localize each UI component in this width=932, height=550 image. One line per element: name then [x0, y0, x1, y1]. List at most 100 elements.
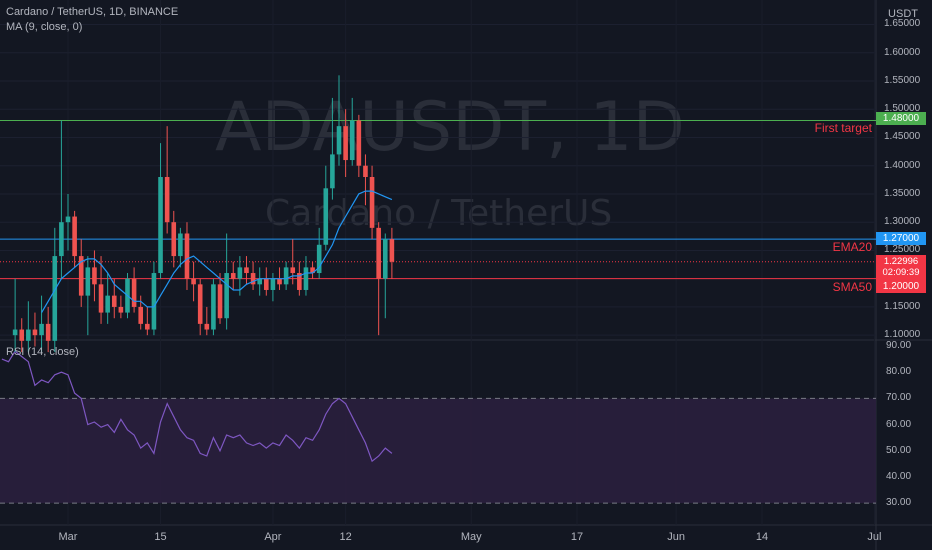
candle-body	[376, 227, 381, 279]
candle-body	[131, 278, 137, 307]
candle-body	[171, 222, 177, 257]
candle-body	[26, 329, 31, 341]
sma50-price-tag: 1.20000	[876, 280, 926, 293]
candle	[78, 239, 84, 307]
candle-body	[72, 216, 77, 257]
candle-body	[356, 120, 362, 166]
candle	[92, 250, 97, 302]
candle	[204, 306, 210, 336]
candle-body	[244, 267, 249, 274]
rsi-tick-label: 30.00	[886, 497, 912, 509]
candle	[164, 126, 170, 234]
candle	[145, 306, 150, 336]
candle	[224, 233, 229, 330]
candle-body	[303, 267, 309, 290]
candle-body	[336, 126, 342, 155]
candle-body	[204, 323, 210, 330]
candle	[303, 256, 309, 296]
ma-indicator-label[interactable]: MA (9, close, 0)	[6, 21, 83, 33]
candle-body	[323, 188, 329, 245]
candle	[26, 301, 31, 353]
time-tick-label: 12	[339, 531, 352, 543]
time-tick-label: Jul	[867, 531, 882, 543]
price-tick-label: 1.15000	[884, 300, 921, 312]
candle	[158, 143, 163, 279]
candle-body	[164, 177, 170, 223]
candle-body	[217, 284, 223, 319]
candle-body	[237, 267, 243, 279]
candle	[12, 278, 18, 353]
time-tick-label: 15	[154, 531, 167, 543]
candle	[244, 256, 249, 285]
candle	[118, 295, 124, 319]
price-tick-label: 1.30000	[884, 216, 921, 228]
candle-body	[98, 284, 104, 313]
candle-body	[211, 284, 216, 330]
candle-body	[59, 222, 64, 257]
candle-body	[270, 278, 276, 290]
candle-body	[39, 323, 44, 336]
rsi-band	[0, 398, 876, 504]
candle	[237, 256, 243, 296]
candle-body	[290, 267, 296, 274]
candle-body	[65, 216, 71, 223]
candle	[343, 109, 348, 177]
candle	[230, 261, 236, 290]
candle	[217, 273, 223, 324]
candle-body	[264, 278, 269, 290]
first-target-label: First target	[814, 121, 872, 135]
rsi-indicator-label[interactable]: RSI (14, close)	[6, 346, 79, 358]
candle-body	[118, 306, 124, 313]
price-tick-label: 1.25000	[884, 244, 921, 256]
candle	[310, 261, 315, 279]
candle	[330, 97, 335, 200]
candle	[45, 306, 51, 353]
candle	[72, 210, 77, 268]
candle-body	[310, 267, 315, 274]
candle-body	[277, 278, 282, 285]
candle-body	[224, 273, 229, 319]
candle-countdown: 02:09:39	[882, 267, 920, 278]
last-price-value: 1.22996	[883, 256, 919, 267]
price-tick-label: 1.45000	[884, 131, 921, 143]
candle	[336, 75, 342, 166]
candle-body	[283, 267, 289, 285]
ema20-price-tag: 1.27000	[876, 232, 926, 245]
candle-body	[230, 273, 236, 279]
candle	[151, 261, 157, 336]
candle-body	[151, 273, 157, 330]
candle-body	[85, 267, 91, 296]
candle	[211, 278, 216, 336]
candle-body	[257, 278, 262, 285]
candle	[171, 210, 177, 268]
first-target-price-tag: 1.48000	[876, 112, 926, 125]
candle-body	[111, 295, 117, 307]
candle	[105, 273, 110, 324]
candle-body	[191, 278, 196, 285]
candle	[59, 120, 64, 279]
rsi-tick-label: 80.00	[886, 366, 912, 378]
ma9-line	[41, 190, 393, 313]
candle	[290, 239, 296, 285]
rsi-tick-label: 90.00	[886, 340, 912, 351]
candle-body	[250, 273, 256, 285]
candle-body	[389, 239, 395, 262]
candle	[363, 154, 368, 206]
price-tick-label: 1.40000	[884, 159, 921, 171]
candle-body	[92, 267, 97, 285]
candle-body	[105, 295, 110, 313]
candle	[257, 267, 262, 296]
price-tick-label: 1.10000	[884, 329, 921, 341]
candle-body	[197, 284, 203, 324]
candle	[178, 227, 183, 268]
candle-body	[138, 306, 144, 324]
candle-body	[349, 120, 355, 161]
price-tick-label: 1.35000	[884, 187, 921, 199]
sma50-label: SMA50	[832, 280, 872, 294]
price-tick-label: 1.50000	[884, 103, 921, 115]
candle	[382, 233, 388, 319]
candle	[270, 273, 276, 302]
price-tick-label: 1.60000	[884, 46, 921, 58]
candle	[19, 318, 25, 353]
